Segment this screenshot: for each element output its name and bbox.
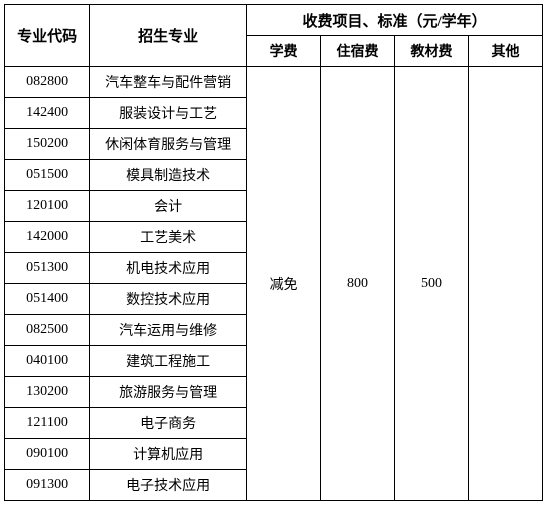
header-row1: 专业代码 招生专业 收费项目、标准（元/学年） bbox=[5, 5, 543, 36]
cell-major: 电子商务 bbox=[90, 408, 247, 439]
cell-code: 142400 bbox=[5, 98, 90, 129]
cell-code: 150200 bbox=[5, 129, 90, 160]
cell-code: 142000 bbox=[5, 222, 90, 253]
header-book: 教材费 bbox=[395, 36, 469, 67]
header-major: 招生专业 bbox=[90, 5, 247, 67]
cell-code: 130200 bbox=[5, 377, 90, 408]
cell-code: 121100 bbox=[5, 408, 90, 439]
cell-major: 模具制造技术 bbox=[90, 160, 247, 191]
cell-major: 汽车整车与配件营销 bbox=[90, 67, 247, 98]
cell-major: 建筑工程施工 bbox=[90, 346, 247, 377]
header-other: 其他 bbox=[468, 36, 542, 67]
cell-code: 082800 bbox=[5, 67, 90, 98]
fee-table: 专业代码 招生专业 收费项目、标准（元/学年） 学费 住宿费 教材费 其他 08… bbox=[4, 4, 543, 501]
cell-tuition: 减免 bbox=[247, 67, 321, 501]
cell-other bbox=[468, 67, 542, 501]
cell-major: 休闲体育服务与管理 bbox=[90, 129, 247, 160]
cell-major: 服装设计与工艺 bbox=[90, 98, 247, 129]
cell-major: 电子技术应用 bbox=[90, 470, 247, 501]
cell-major: 旅游服务与管理 bbox=[90, 377, 247, 408]
cell-code: 040100 bbox=[5, 346, 90, 377]
cell-code: 120100 bbox=[5, 191, 90, 222]
cell-code: 082500 bbox=[5, 315, 90, 346]
cell-major: 会计 bbox=[90, 191, 247, 222]
cell-major: 机电技术应用 bbox=[90, 253, 247, 284]
cell-code: 051400 bbox=[5, 284, 90, 315]
cell-major: 数控技术应用 bbox=[90, 284, 247, 315]
header-fee-title: 收费项目、标准（元/学年） bbox=[247, 5, 543, 36]
cell-code: 051500 bbox=[5, 160, 90, 191]
cell-major: 计算机应用 bbox=[90, 439, 247, 470]
header-code: 专业代码 bbox=[5, 5, 90, 67]
cell-code: 091300 bbox=[5, 470, 90, 501]
cell-major: 工艺美术 bbox=[90, 222, 247, 253]
cell-code: 090100 bbox=[5, 439, 90, 470]
cell-book: 500 bbox=[395, 67, 469, 501]
cell-dorm: 800 bbox=[321, 67, 395, 501]
table-row: 082800汽车整车与配件营销减免800500 bbox=[5, 67, 543, 98]
cell-major: 汽车运用与维修 bbox=[90, 315, 247, 346]
cell-code: 051300 bbox=[5, 253, 90, 284]
header-dorm: 住宿费 bbox=[321, 36, 395, 67]
header-tuition: 学费 bbox=[247, 36, 321, 67]
